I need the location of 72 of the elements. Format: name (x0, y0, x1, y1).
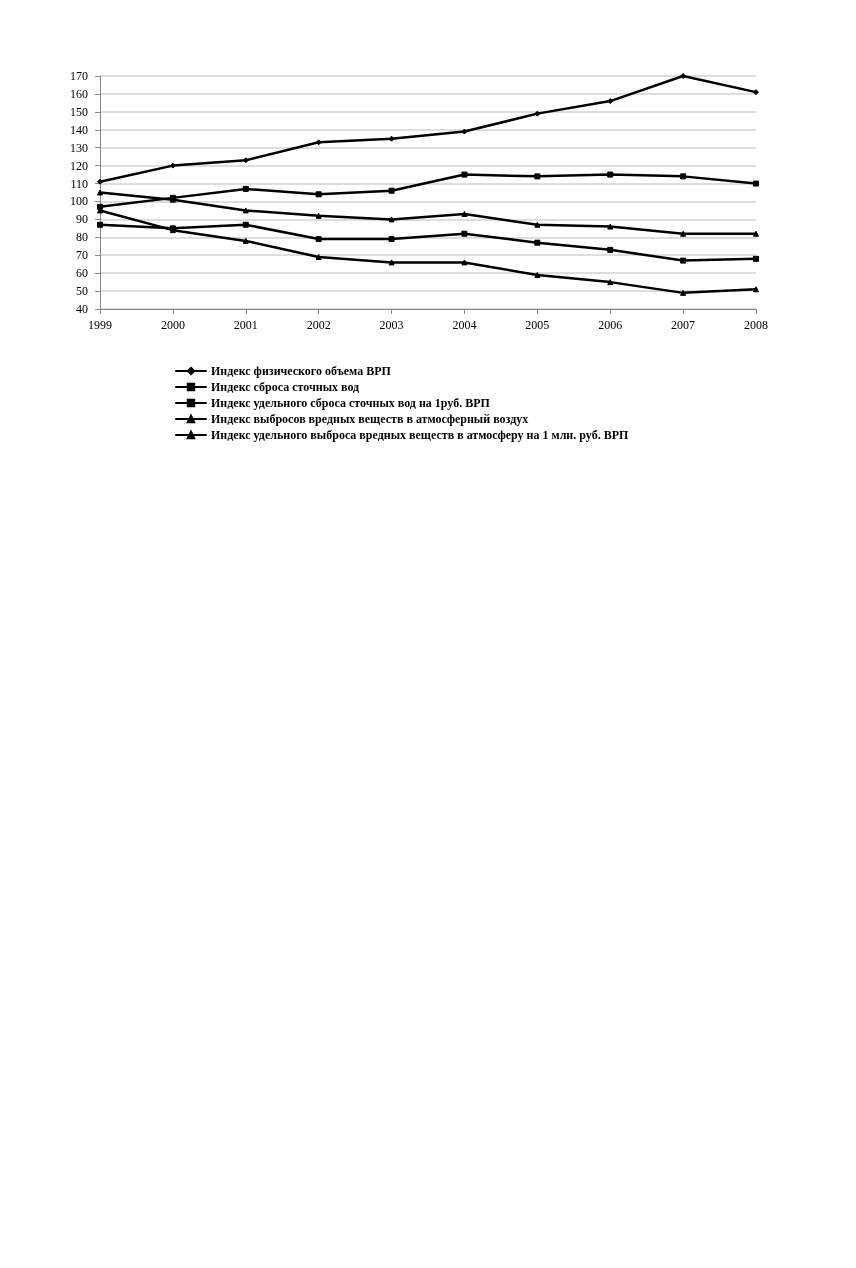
point (461, 230, 468, 237)
legend-label: Индекс сброса сточных вод (211, 380, 360, 394)
y-tick-label: 140 (70, 122, 88, 137)
y-tick-label: 90 (76, 212, 88, 227)
x-tick-label: 2005 (525, 318, 550, 332)
point (607, 279, 614, 286)
y-tick-label: 150 (70, 104, 88, 119)
point (680, 257, 687, 264)
x-tick-label: 2006 (598, 318, 623, 332)
x-tick-label: 2008 (744, 318, 768, 332)
point (315, 191, 322, 198)
point (753, 180, 759, 187)
legend-label: Индекс физического объема ВРП (211, 364, 392, 378)
point (97, 178, 103, 185)
y-tick-label: 60 (76, 266, 88, 281)
point (680, 289, 687, 296)
point (534, 173, 541, 180)
point (242, 207, 249, 214)
point (607, 246, 614, 253)
point (607, 98, 614, 105)
y-tick-label: 70 (76, 248, 88, 263)
point (680, 230, 687, 237)
point (461, 259, 468, 266)
y-tick-label: 40 (76, 302, 88, 316)
point (534, 110, 541, 117)
y-tick-label: 170 (70, 69, 88, 83)
x-tick-label: 2007 (671, 318, 696, 332)
point (315, 139, 322, 146)
point (315, 236, 322, 243)
point (315, 212, 322, 219)
x-tick-label: 2001 (233, 318, 258, 332)
x-tick-label: 2004 (452, 318, 477, 332)
point (461, 171, 468, 178)
point (753, 230, 759, 237)
point (461, 211, 468, 218)
y-tick-label: 160 (70, 86, 88, 101)
y-tick-label: 120 (70, 158, 88, 173)
point (680, 73, 687, 79)
point (607, 223, 614, 230)
x-tick-label: 2000 (160, 318, 185, 332)
point (242, 157, 249, 164)
y-tick-label: 130 (70, 140, 88, 155)
point (607, 171, 614, 178)
point (753, 255, 759, 262)
x-tick-label: 2003 (379, 318, 404, 332)
point (461, 128, 468, 135)
point (753, 89, 759, 96)
x-tick-label: 1999 (88, 318, 112, 332)
y-tick-label: 110 (70, 176, 88, 191)
point (534, 271, 541, 278)
point (97, 189, 103, 196)
y-tick-label: 80 (76, 230, 88, 245)
point (388, 135, 395, 142)
x-tick-label: 2002 (306, 318, 331, 332)
legend-label: Индекс удельного сброса сточных вод на 1руб. ВРП (211, 396, 491, 410)
point (388, 259, 395, 266)
point (534, 239, 541, 246)
point (388, 236, 395, 243)
point (242, 221, 249, 228)
y-tick-label: 100 (70, 194, 88, 209)
legend-label: Индекс выбросов вредных веществ в атмосферный воздух (211, 412, 529, 426)
point (242, 237, 249, 244)
point (315, 254, 322, 261)
point (388, 187, 395, 194)
point (388, 216, 395, 223)
point (242, 185, 249, 192)
point (680, 173, 687, 180)
y-tick-label: 50 (76, 284, 88, 299)
legend-label: Индекс удельного выброса вредных веществ в атмосферу на 1 млн. руб. ВРП (211, 428, 629, 442)
point (97, 221, 103, 228)
point (534, 221, 541, 228)
point (753, 286, 759, 293)
